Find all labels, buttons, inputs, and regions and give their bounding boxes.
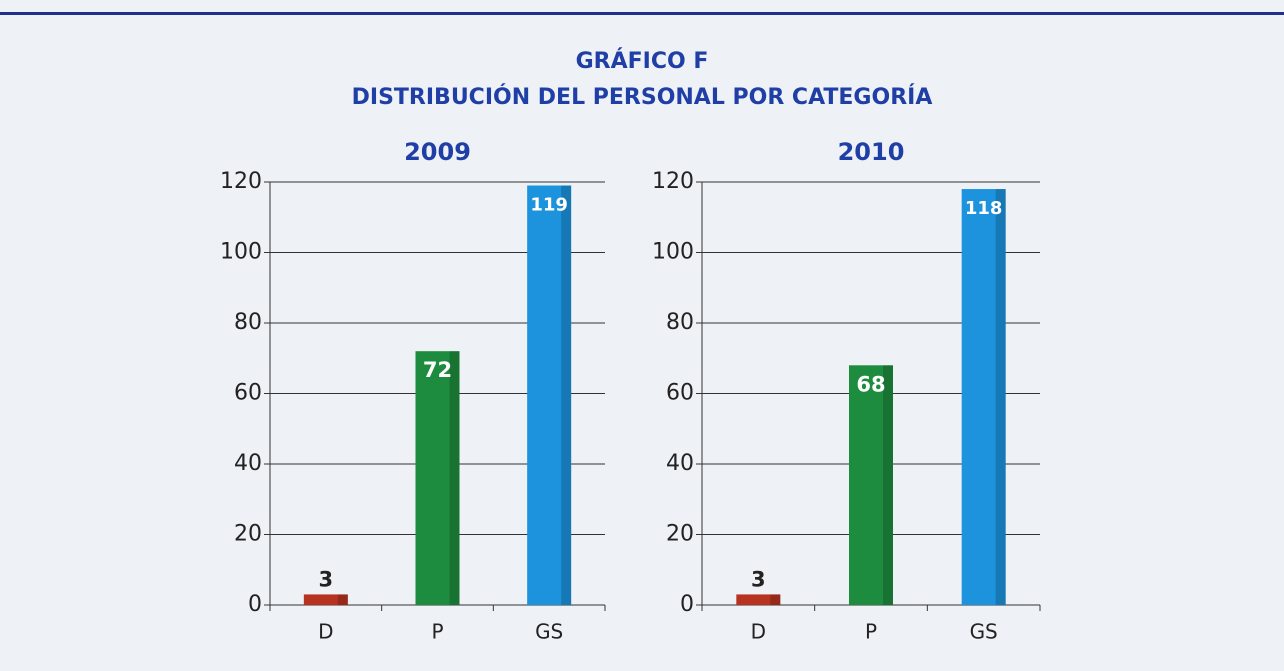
y-tick-label: 120 <box>220 169 262 194</box>
bar-shade <box>561 185 572 605</box>
y-tick-label: 80 <box>666 310 694 335</box>
y-tick-label: 20 <box>666 522 694 547</box>
y-tick-label: 120 <box>652 169 694 194</box>
y-tick-label: 100 <box>220 240 262 265</box>
value-label: 119 <box>530 195 568 216</box>
value-label: 3 <box>319 567 334 591</box>
x-tick-label: D <box>751 620 766 644</box>
bar-shade <box>995 189 1006 606</box>
y-tick-label: 100 <box>652 240 694 265</box>
bar <box>527 185 572 605</box>
bar <box>961 189 1006 606</box>
x-tick-label: P <box>865 620 877 644</box>
y-tick-label: 80 <box>234 310 262 335</box>
bar <box>415 351 460 605</box>
y-tick-label: 0 <box>680 592 694 617</box>
y-tick-label: 0 <box>248 592 262 617</box>
y-tick-label: 20 <box>234 522 262 547</box>
value-label: 118 <box>965 198 1003 219</box>
bar-shade <box>883 365 893 605</box>
subplot-title: 2010 <box>838 138 905 166</box>
y-tick-label: 60 <box>234 381 262 406</box>
bar <box>303 594 348 605</box>
x-tick-label: P <box>431 620 443 644</box>
x-tick-label: D <box>318 620 333 644</box>
x-tick-label: GS <box>535 620 563 644</box>
bar-shade <box>770 594 781 605</box>
value-label: 72 <box>423 358 452 382</box>
y-tick-label: 60 <box>666 381 694 406</box>
x-tick-label: GS <box>970 620 998 644</box>
bar-shade <box>449 351 460 605</box>
subplot-title: 2009 <box>404 138 471 166</box>
value-label: 3 <box>751 567 766 591</box>
title-line: DISTRIBUCIÓN DEL PERSONAL POR CATEGORÍA <box>352 84 933 110</box>
y-tick-label: 40 <box>234 451 262 476</box>
bar-shade <box>337 594 348 605</box>
title-line: GRÁFICO F <box>576 48 709 74</box>
value-label: 68 <box>856 372 885 396</box>
y-tick-label: 40 <box>666 451 694 476</box>
bar <box>736 594 781 605</box>
bar <box>849 365 893 605</box>
top-rule <box>0 12 1284 15</box>
